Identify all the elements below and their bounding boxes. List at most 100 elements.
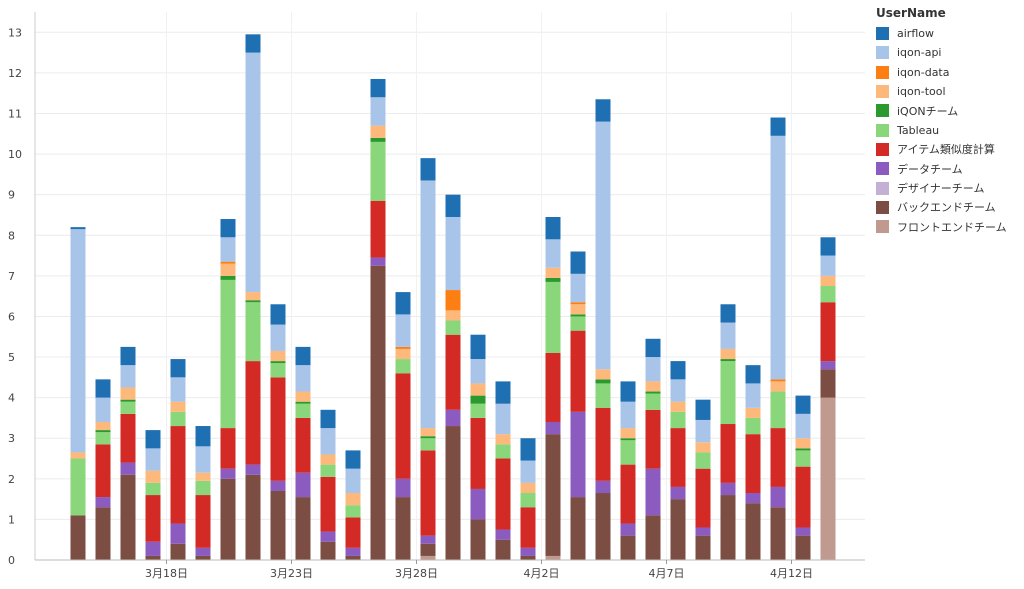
- bar-segment[interactable]: [270, 361, 286, 364]
- bar-segment[interactable]: [320, 409, 336, 429]
- bar-segment[interactable]: [370, 78, 386, 98]
- bar-segment[interactable]: [620, 428, 636, 439]
- bar-segment[interactable]: [695, 452, 711, 469]
- bar-segment[interactable]: [620, 438, 636, 441]
- bar-segment[interactable]: [695, 535, 711, 560]
- bar-segment[interactable]: [595, 379, 611, 384]
- legend-item[interactable]: Tableau: [876, 120, 1022, 139]
- bar-segment[interactable]: [645, 357, 661, 382]
- bar-segment[interactable]: [720, 348, 736, 360]
- bar-segment[interactable]: [545, 277, 561, 282]
- bar-segment[interactable]: [770, 428, 786, 487]
- bar-segment[interactable]: [295, 403, 311, 418]
- bar-segment[interactable]: [795, 438, 811, 449]
- bar-segment[interactable]: [595, 121, 611, 370]
- bar-segment[interactable]: [795, 413, 811, 439]
- bar-segment[interactable]: [395, 373, 411, 479]
- bar-segment[interactable]: [445, 310, 461, 321]
- bar-segment[interactable]: [120, 413, 136, 463]
- bar-segment[interactable]: [270, 480, 286, 491]
- bar-segment[interactable]: [520, 482, 536, 494]
- bar-segment[interactable]: [195, 472, 211, 481]
- bar-segment[interactable]: [195, 547, 211, 556]
- bar-segment[interactable]: [245, 464, 261, 475]
- bar-segment[interactable]: [295, 346, 311, 366]
- bar-segment[interactable]: [370, 97, 386, 126]
- bar-segment[interactable]: [220, 219, 236, 238]
- bar-segment[interactable]: [620, 381, 636, 402]
- bar-segment[interactable]: [70, 227, 86, 230]
- bar-segment[interactable]: [645, 391, 661, 394]
- bar-segment[interactable]: [295, 391, 311, 402]
- bar-segment[interactable]: [520, 460, 536, 483]
- bar-segment[interactable]: [220, 428, 236, 469]
- bar-segment[interactable]: [795, 527, 811, 536]
- bar-segment[interactable]: [70, 515, 86, 560]
- bar-segment[interactable]: [445, 426, 461, 560]
- bar-segment[interactable]: [545, 555, 561, 560]
- bar-segment[interactable]: [95, 379, 111, 398]
- bar-segment[interactable]: [445, 334, 461, 410]
- bar-segment[interactable]: [595, 369, 611, 380]
- bar-segment[interactable]: [370, 257, 386, 266]
- bar-segment[interactable]: [170, 401, 186, 412]
- bar-segment[interactable]: [120, 474, 136, 560]
- bar-segment[interactable]: [695, 527, 711, 536]
- legend-item[interactable]: バックエンドチーム: [876, 198, 1022, 217]
- bar-segment[interactable]: [95, 507, 111, 560]
- bar-segment[interactable]: [420, 535, 436, 544]
- bar-segment[interactable]: [170, 426, 186, 524]
- bar-segment[interactable]: [520, 555, 536, 560]
- bar-segment[interactable]: [170, 523, 186, 544]
- bar-segment[interactable]: [545, 352, 561, 422]
- bar-segment[interactable]: [270, 363, 286, 378]
- bar-segment[interactable]: [720, 361, 736, 425]
- bar-segment[interactable]: [295, 365, 311, 392]
- bar-segment[interactable]: [820, 255, 836, 276]
- bar-segment[interactable]: [245, 302, 261, 362]
- bar-segment[interactable]: [520, 547, 536, 556]
- bar-segment[interactable]: [145, 541, 161, 556]
- bar-segment[interactable]: [345, 468, 361, 494]
- bar-segment[interactable]: [695, 419, 711, 443]
- bar-segment[interactable]: [745, 383, 761, 408]
- bar-segment[interactable]: [445, 409, 461, 427]
- bar-segment[interactable]: [395, 478, 411, 498]
- bar-segment[interactable]: [520, 507, 536, 548]
- legend-item[interactable]: airflow: [876, 24, 1022, 43]
- legend-item[interactable]: iqon-tool: [876, 82, 1022, 101]
- legend-item[interactable]: iQONチーム: [876, 101, 1022, 120]
- bar-segment[interactable]: [645, 409, 661, 469]
- bar-segment[interactable]: [195, 446, 211, 473]
- bar-segment[interactable]: [520, 493, 536, 508]
- bar-segment[interactable]: [320, 454, 336, 465]
- bar-segment[interactable]: [370, 125, 386, 138]
- bar-segment[interactable]: [770, 379, 786, 382]
- bar-segment[interactable]: [145, 470, 161, 483]
- bar-segment[interactable]: [570, 302, 586, 305]
- bar-segment[interactable]: [120, 401, 136, 414]
- bar-segment[interactable]: [770, 381, 786, 392]
- bar-segment[interactable]: [670, 411, 686, 429]
- bar-segment[interactable]: [795, 395, 811, 414]
- bar-segment[interactable]: [745, 434, 761, 494]
- bar-segment[interactable]: [95, 421, 111, 431]
- bar-segment[interactable]: [745, 407, 761, 418]
- bar-segment[interactable]: [345, 547, 361, 556]
- bar-segment[interactable]: [295, 472, 311, 498]
- bar-segment[interactable]: [520, 438, 536, 461]
- bar-segment[interactable]: [145, 448, 161, 471]
- bar-segment[interactable]: [70, 229, 86, 453]
- bar-segment[interactable]: [770, 486, 786, 508]
- bar-segment[interactable]: [95, 444, 111, 498]
- bar-segment[interactable]: [420, 180, 436, 429]
- bar-segment[interactable]: [695, 468, 711, 528]
- bar-segment[interactable]: [470, 488, 486, 520]
- bar-segment[interactable]: [820, 275, 836, 286]
- bar-segment[interactable]: [645, 381, 661, 392]
- bar-segment[interactable]: [470, 395, 486, 404]
- bar-segment[interactable]: [545, 281, 561, 353]
- bar-segment[interactable]: [320, 428, 336, 455]
- bar-segment[interactable]: [370, 200, 386, 258]
- bar-segment[interactable]: [820, 369, 836, 398]
